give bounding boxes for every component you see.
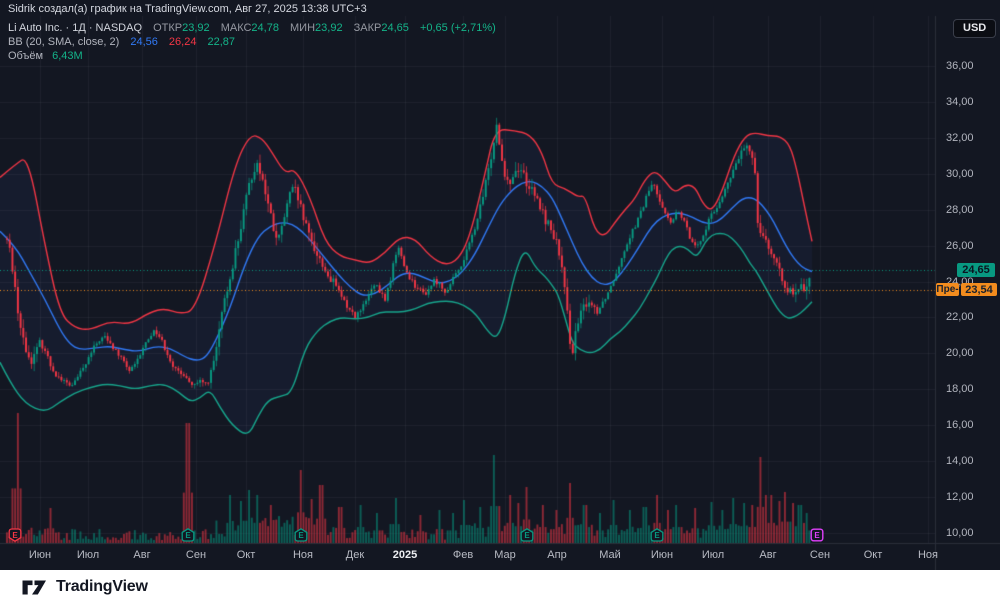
time-axis-month-label: Сен: [185, 549, 207, 561]
price-axis-label: 26,00: [946, 239, 974, 252]
time-axis-month-label: Июн: [28, 549, 52, 561]
time-axis-month-label: Фев: [452, 549, 474, 561]
svg-text:E: E: [814, 531, 820, 540]
legend-symbol-row[interactable]: Li Auto Inc. · 1Д · NASDAQ ОТКР23,92 МАК…: [8, 21, 496, 35]
time-axis-month-label: Ноя: [292, 549, 314, 561]
svg-text:E: E: [654, 531, 660, 540]
svg-text:E: E: [185, 531, 191, 540]
time-axis-month-label: Июл: [701, 549, 725, 561]
open-label: ОТКР: [153, 22, 183, 34]
tradingview-brand-text[interactable]: TradingView: [56, 577, 148, 595]
last-price-badge[interactable]: 24,65: [957, 263, 995, 277]
price-axis-label: 34,00: [946, 95, 974, 108]
high-label: МАКС: [220, 22, 252, 34]
time-axis-month-label: Окт: [863, 549, 883, 561]
volume-value: 6,43M: [52, 50, 83, 62]
time-axis-month-label: Май: [599, 549, 621, 561]
symbol-title: Li Auto Inc. · 1Д · NASDAQ: [8, 22, 142, 34]
low-value: 23,92: [315, 22, 343, 34]
time-axis-month-label: Ноя: [917, 549, 939, 561]
legend-volume-row[interactable]: Объём 6,43M: [8, 49, 496, 63]
svg-text:E: E: [12, 531, 18, 540]
chart-legend: Li Auto Inc. · 1Д · NASDAQ ОТКР23,92 МАК…: [8, 21, 496, 63]
time-axis-month-label: Сен: [809, 549, 831, 561]
pre-market-price-badge[interactable]: 23,54: [961, 283, 997, 296]
open-value: 23,92: [182, 22, 210, 34]
bb-indicator-label: BB (20, SMA, close, 2): [8, 36, 120, 48]
close-label: ЗАКР: [353, 22, 382, 34]
time-axis-month-label: Июл: [76, 549, 100, 561]
price-axis-label: 28,00: [946, 203, 974, 216]
earnings-marker-icon[interactable]: E: [294, 528, 308, 542]
price-axis-label: 36,00: [946, 60, 974, 72]
earnings-marker-icon[interactable]: E: [520, 528, 534, 542]
bb-upper-value: 26,24: [168, 36, 197, 48]
time-axis-month-label: Дек: [345, 549, 365, 561]
price-axis-label: 30,00: [946, 167, 974, 180]
low-label: МИН: [290, 22, 316, 34]
price-axis-label: 32,00: [946, 131, 974, 144]
price-axis-label: 18,00: [946, 383, 974, 396]
earnings-marker-icon[interactable]: E: [181, 528, 195, 542]
currency-usd-button[interactable]: USD: [953, 19, 997, 38]
earnings-marker-icon[interactable]: E: [8, 528, 22, 542]
earnings-marker-icon[interactable]: E: [810, 528, 824, 542]
time-axis-month-label: Окт: [236, 549, 256, 561]
time-axis[interactable]: Июн Июл Авг Сен Окт Ноя Дек 2025 Фев Мар Апр Май Июн…: [0, 544, 1000, 570]
time-axis-month-label: Авг: [759, 549, 777, 561]
legend-bb-row[interactable]: BB (20, SMA, close, 2) 24,56 26,24 22,87: [8, 35, 496, 49]
price-axis-label: 16,00: [946, 419, 974, 432]
price-axis-label: 12,00: [946, 491, 974, 504]
pre-market-tag-badge[interactable]: Пре-: [936, 283, 959, 296]
svg-text:E: E: [524, 531, 530, 540]
bb-basis-value: 24,56: [130, 36, 158, 48]
time-axis-year-label: 2025: [392, 549, 418, 561]
bb-lower-value: 22,87: [207, 36, 236, 48]
tradingview-logo-icon[interactable]: [22, 578, 49, 595]
time-axis-month-label: Мар: [494, 549, 516, 561]
chart-attribution: Sidrik создал(а) график на TradingView.c…: [8, 3, 367, 15]
price-axis-label: 10,00: [946, 526, 974, 539]
change-value: +0,65 (+2,71%): [419, 22, 496, 34]
price-chart-canvas[interactable]: [0, 0, 1000, 570]
high-value: 24,78: [251, 22, 279, 34]
price-axis-label: 20,00: [946, 347, 974, 360]
price-axis-label: 22,00: [946, 311, 974, 324]
volume-label: Объём: [8, 50, 44, 62]
time-axis-month-label: Авг: [133, 549, 151, 561]
close-value: 24,65: [381, 22, 409, 34]
price-axis-label: 14,00: [946, 455, 974, 468]
footer-bar: TradingView: [0, 570, 1000, 603]
earnings-marker-icon[interactable]: E: [650, 528, 664, 542]
svg-text:E: E: [298, 531, 304, 540]
time-axis-month-label: Июн: [650, 549, 674, 561]
time-axis-month-label: Апр: [547, 549, 567, 561]
